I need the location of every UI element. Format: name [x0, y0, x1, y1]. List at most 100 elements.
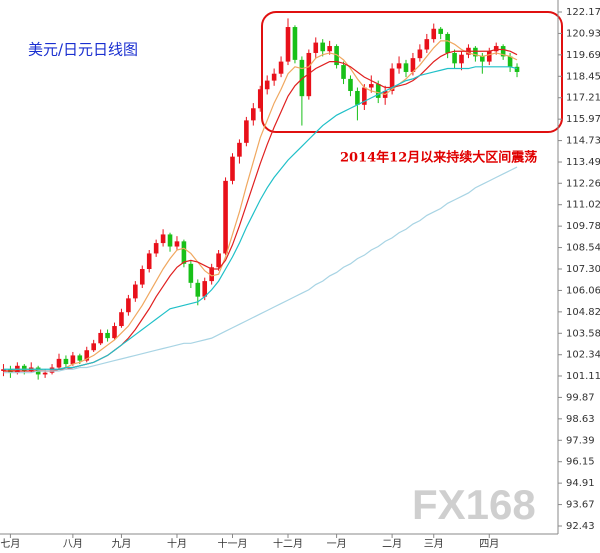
candle-body: [327, 46, 332, 52]
x-tick-label: 十一月: [217, 537, 247, 550]
candle-body: [396, 63, 402, 69]
candle-body: [306, 52, 312, 97]
y-tick-label: 115.97: [566, 114, 600, 125]
candle-body: [251, 108, 256, 121]
candle-body: [424, 39, 430, 50]
candle-body: [188, 263, 194, 283]
candle-body: [299, 59, 305, 97]
candle-body: [452, 52, 457, 64]
moving-average-line: [3, 166, 518, 374]
y-tick-label: 94.91: [566, 478, 595, 489]
candle-body: [514, 66, 520, 72]
x-tick-label: 八月: [63, 538, 83, 550]
y-tick-label: 120.93: [566, 28, 600, 39]
y-tick-label: 99.87: [566, 392, 595, 403]
candle-body: [410, 58, 416, 72]
y-tick-label: 122.17: [566, 7, 600, 18]
y-tick-label: 96.15: [566, 457, 595, 468]
candle-body: [264, 80, 270, 90]
candle-body: [271, 73, 277, 81]
candle-body: [341, 65, 346, 79]
candle-body: [112, 326, 117, 339]
candle-body: [493, 46, 499, 52]
y-tick-label: 103.58: [566, 328, 600, 339]
candle-body: [63, 358, 69, 365]
candle-body: [486, 51, 492, 62]
watermark: FX168: [412, 481, 536, 528]
x-tick-label: 七月: [0, 538, 20, 550]
candle-body: [133, 284, 138, 299]
candle-body: [167, 234, 173, 247]
candle-body: [292, 27, 298, 60]
y-tick-label: 92.43: [566, 521, 595, 532]
candle-body: [98, 332, 103, 344]
y-tick-label: 97.39: [566, 435, 595, 446]
candle-body: [355, 90, 360, 105]
y-tick-label: 114.73: [566, 136, 600, 147]
candle-body: [202, 281, 208, 297]
y-tick-label: 111.02: [566, 200, 600, 211]
candle-body: [500, 46, 506, 57]
candle-body: [257, 89, 263, 109]
candle-body: [368, 84, 374, 88]
candle-body: [174, 241, 180, 247]
y-tick-label: 118.45: [566, 71, 600, 82]
candle-body: [146, 253, 152, 269]
x-tick-label: 十月: [167, 537, 187, 550]
chart-title: 美元/日元日线图: [28, 41, 138, 59]
candle-body: [91, 343, 96, 351]
candle-body: [348, 78, 353, 91]
moving-average-line: [3, 40, 518, 372]
y-tick-label: 102.34: [566, 350, 600, 361]
candle-body: [139, 269, 145, 285]
candle-body: [417, 49, 423, 59]
y-tick-label: 117.21: [566, 93, 600, 104]
candle-body: [56, 358, 62, 368]
x-tick-label: 十二月: [273, 537, 303, 550]
candle-body: [285, 27, 291, 62]
y-tick-label: 93.67: [566, 500, 595, 511]
annotation: 2014年12月以来持续大区间震荡: [340, 150, 537, 166]
y-tick-label: 98.63: [566, 414, 595, 425]
candle-body: [389, 68, 395, 91]
x-tick-label: 二月: [382, 538, 402, 550]
candle-body: [126, 298, 131, 313]
candle-body: [105, 332, 110, 339]
candle-body: [237, 142, 242, 157]
candle-body: [445, 33, 450, 53]
candle-body: [362, 87, 367, 105]
candle-body: [480, 56, 485, 62]
y-tick-label: 112.26: [566, 178, 600, 189]
candle-body: [181, 241, 187, 264]
candle-body: [320, 42, 326, 52]
y-tick-label: 113.49: [566, 157, 600, 168]
candle-body: [431, 28, 437, 40]
candle-body: [119, 312, 124, 327]
candle-body: [160, 234, 166, 244]
candle-body: [84, 350, 90, 361]
candle-body: [153, 243, 159, 254]
y-tick-label: 107.30: [566, 264, 600, 275]
x-tick-label: 九月: [111, 538, 131, 550]
y-tick-label: 101.11: [566, 371, 600, 382]
y-tick-label: 119.69: [566, 50, 600, 61]
highlight-box: [261, 11, 563, 133]
y-tick-label: 108.54: [566, 243, 600, 254]
candle-body: [21, 365, 27, 371]
candle-body: [473, 47, 478, 57]
candle-body: [223, 180, 228, 254]
candle-body: [195, 282, 201, 297]
candle-body: [507, 56, 513, 67]
x-tick-label: 三月: [424, 538, 444, 550]
candle-body: [375, 84, 381, 98]
moving-average-line: [3, 66, 518, 370]
x-tick-label: 四月: [479, 538, 499, 550]
candle-body: [1, 369, 6, 371]
candle-body: [70, 355, 76, 365]
candle-body: [278, 61, 284, 74]
y-tick-label: 106.06: [566, 285, 600, 296]
candle-body: [244, 120, 249, 143]
x-tick-label: 一月: [327, 538, 347, 550]
